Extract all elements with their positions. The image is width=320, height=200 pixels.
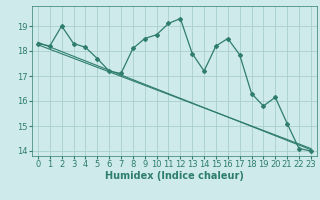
X-axis label: Humidex (Indice chaleur): Humidex (Indice chaleur) <box>105 171 244 181</box>
